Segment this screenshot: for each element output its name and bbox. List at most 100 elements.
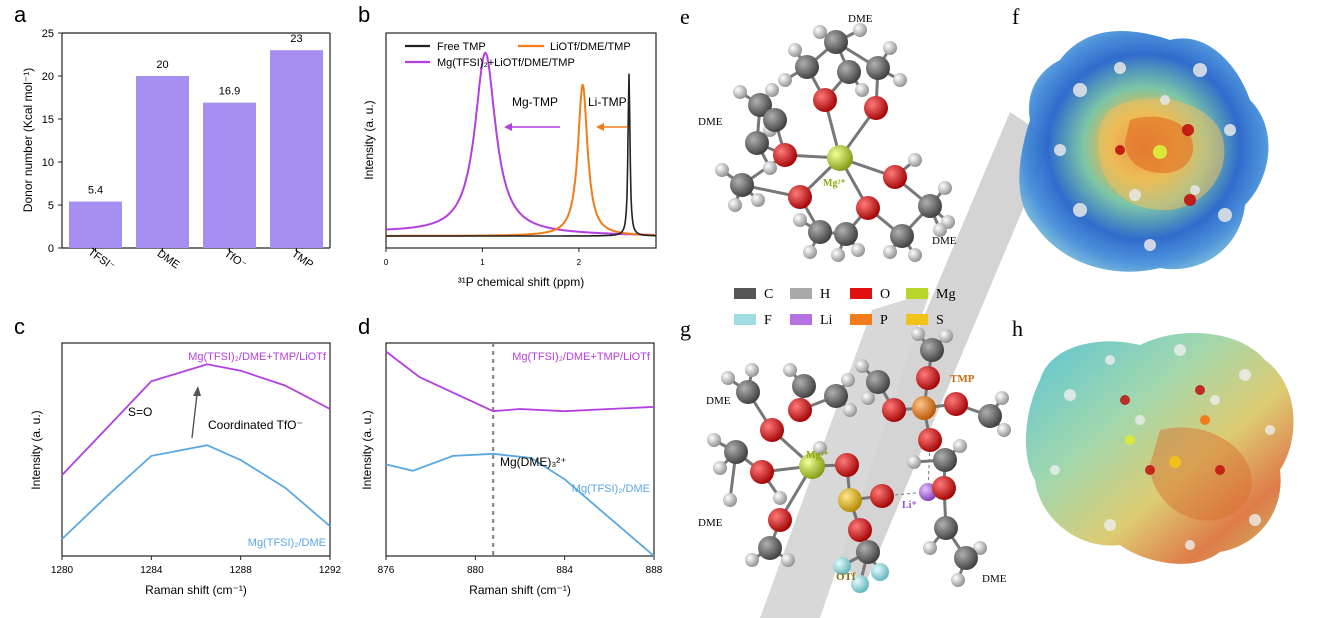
legend-label-p: P [880,313,888,328]
g-label-li: Li⁺ [902,500,917,511]
g-atom-f-17 [833,557,851,575]
g-atom-f-18 [871,563,889,581]
g-atom-c-26 [978,404,1002,428]
e-atom-o-3 [773,143,797,167]
g-atom-o-12 [944,392,968,416]
bar-value-label-2: 16.9 [219,86,240,98]
g-atom-h-47 [973,541,987,555]
legend-swatch-mg [906,288,928,299]
a-xtick-label-2: TfO⁻ [222,248,249,272]
e-atom-h-38 [803,245,817,259]
e-atom-h-19 [853,23,867,37]
e-atom-o-1 [813,88,837,112]
c-xtick-label-3: 1292 [319,565,342,576]
g-atom-c-24 [792,374,816,398]
c-series-1 [61,444,331,540]
g-atom-o-8 [870,484,894,508]
g-atom-h-52 [813,441,827,455]
d-xtick-label-0: 876 [378,565,395,576]
legend-swatch-o [850,288,872,299]
e-atom-o-6 [856,196,880,220]
c-ylabel: Intensity (a. u.) [29,410,43,489]
e-atom-h-40 [908,153,922,167]
g-atom-f-19 [851,575,869,593]
e-atom-h-23 [788,43,802,57]
esp-surface-panel-h [1025,333,1294,564]
panel-label-f: f [1012,4,1020,29]
annot-li-tmp: Li-TMP [588,95,627,109]
legend-free-tmp: Free TMP [437,41,486,53]
panel-label-b: b [358,2,370,27]
d-xtick-label-2: 884 [556,565,573,576]
b-frame [385,32,657,249]
g-atom-o-5 [788,398,812,422]
g-atom-h-37 [745,553,759,567]
annot-s-o: S=O [128,405,152,419]
g-atom-c-29 [954,546,978,570]
b-series-0 [386,73,656,237]
g-atom-c-28 [934,516,958,540]
g-atom-o-9 [835,453,859,477]
molecule-panel-e [715,23,955,262]
e-atom-h-42 [933,223,947,237]
e-atom-c-15 [918,194,942,218]
g-label-dme-3: DME [982,573,1007,585]
c-series-label-top: Mg(TFSI)₂/DME+TMP/LiOTf [188,351,327,363]
a-ytick-label-3: 15 [42,114,54,126]
g-atom-h-49 [953,439,967,453]
legend-label-li: Li [820,313,833,328]
panel-label-g: g [680,316,691,341]
e-atom-h-30 [751,193,765,207]
g-atom-h-50 [907,455,921,469]
bar-1 [136,76,189,248]
e-atom-c-11 [748,93,772,117]
g-atom-o-6 [750,460,774,484]
e-atom-c-13 [745,131,769,155]
c-xlabel: Raman shift (cm⁻¹) [145,583,247,597]
g-atom-h-38 [781,553,795,567]
e-atom-h-25 [855,83,869,97]
e-atom-h-29 [728,198,742,212]
legend-swatch-s [906,314,928,325]
bar-0 [69,201,122,248]
e-label-mg: Mg²⁺ [823,178,846,189]
e-atom-c-8 [866,56,890,80]
e-label-dme-right: DME [932,235,957,247]
g-label-otf: OTf [836,571,856,583]
esp-surface-panel-f [1019,31,1269,272]
c-xtick-label-2: 1288 [230,565,253,576]
legend-label-o: O [880,287,890,302]
e-atom-c-14 [763,108,787,132]
e-atom-h-27 [765,83,779,97]
g-atom-h-33 [841,373,855,387]
e-atom-h-31 [763,161,777,175]
d-series-1 [385,452,655,557]
b-xtick-label-0: 0 [384,258,389,267]
nmr-chart-panel-b: Intensity (a. u.) ³¹P chemical shift (pp… [362,32,657,289]
bar-2 [203,102,256,248]
g-atom-c-23 [758,536,782,560]
g-atom-h-31 [721,371,735,385]
legend-label-mg: Mg [936,287,955,302]
e-atom-c-17 [834,222,858,246]
c-series-label-bottom: Mg(TFSI)₂/DME [248,537,326,549]
g-atom-o-14 [916,366,940,390]
g-atom-h-53 [773,491,787,505]
a-xtick-label-0: TFSI⁻ [86,246,117,273]
bar-3 [270,50,323,249]
g-atom-c-25 [866,370,890,394]
a-ytick-label-4: 20 [42,71,54,83]
g-atom-c-27 [920,338,944,362]
raman-chart-panel-d: Intensity (a. u.) Raman shift (cm⁻¹) 876… [360,342,663,597]
e-atom-h-37 [851,243,865,257]
d-xlabel: Raman shift (cm⁻¹) [469,583,571,597]
e-label-dme-top: DME [848,13,873,25]
g-label-mg: Mg²⁺ [806,450,829,461]
g-atom-o-11 [882,398,906,422]
e-atom-h-26 [733,85,747,99]
g-atom-h-41 [861,391,875,405]
g-atom-h-36 [713,461,727,475]
e-atom-h-24 [778,73,792,87]
g-atom-h-40 [855,359,869,373]
